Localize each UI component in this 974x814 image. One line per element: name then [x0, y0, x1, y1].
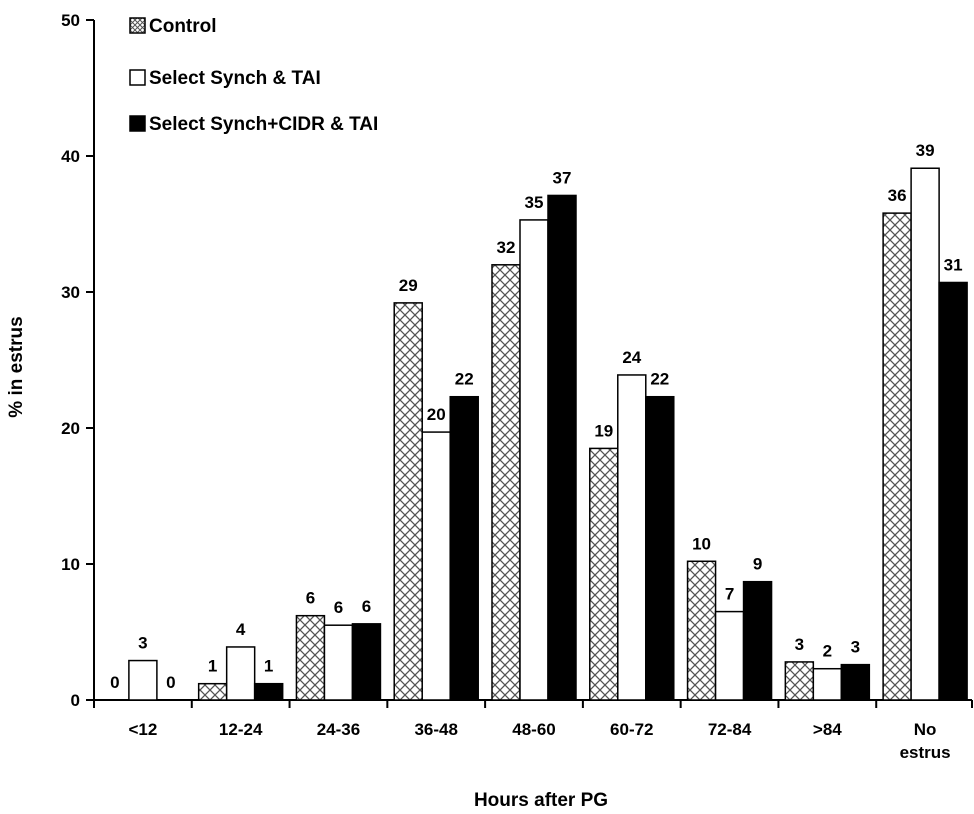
legend-swatch	[129, 115, 146, 132]
x-axis-title: Hours after PG	[474, 790, 608, 811]
legend-label: Select Synch & TAI	[149, 68, 321, 89]
data-label: 0	[110, 673, 119, 692]
data-label: 6	[334, 598, 343, 617]
bar	[491, 264, 521, 701]
data-label: 32	[497, 238, 516, 257]
data-label: 29	[399, 276, 418, 295]
data-label: 6	[362, 597, 371, 616]
bar	[323, 624, 354, 701]
bar	[295, 614, 326, 701]
bar	[351, 623, 382, 701]
data-label: 36	[888, 186, 907, 205]
bar	[547, 194, 577, 701]
bar	[882, 212, 912, 701]
x-tick-label: 12-24	[219, 720, 263, 739]
legend-swatch	[129, 17, 146, 34]
bar	[617, 374, 647, 701]
data-label: 7	[725, 585, 734, 604]
legend-item: Select Synch+CIDR & TAI	[129, 114, 378, 135]
x-tick-label: 36-48	[414, 720, 457, 739]
data-label: 37	[553, 168, 572, 187]
data-label: 1	[208, 657, 217, 676]
bar	[686, 560, 717, 701]
x-tick-label: No	[914, 720, 937, 739]
bar	[589, 447, 619, 701]
data-label: 31	[944, 255, 963, 274]
bar	[519, 219, 549, 701]
x-tick-label: <12	[128, 720, 157, 739]
x-axis: <12 12-24 24-36 36-48 48-60 60-72 72-84 >84 No es…	[93, 699, 973, 762]
bar	[449, 395, 479, 701]
y-axis: 0 10 20 30 40 50	[61, 11, 95, 710]
x-tick-label: 48-60	[512, 720, 555, 739]
x-tick-label: 60-72	[610, 720, 653, 739]
bar	[784, 661, 815, 701]
legend-label: Select Synch+CIDR & TAI	[149, 114, 378, 135]
y-tick-label: 20	[61, 419, 80, 438]
x-tick-label: 24-36	[317, 720, 360, 739]
data-label: 22	[455, 370, 474, 389]
bars	[128, 167, 968, 701]
bar	[253, 682, 284, 701]
data-label: 3	[795, 635, 804, 654]
bar	[812, 667, 843, 701]
y-axis-title: % in estrus	[6, 316, 27, 417]
y-tick-label: 50	[61, 11, 80, 30]
bar	[742, 580, 773, 701]
bar	[393, 302, 423, 701]
bar	[938, 281, 968, 701]
bar	[421, 431, 451, 701]
x-tick-label: >84	[813, 720, 842, 739]
data-label: 0	[166, 673, 175, 692]
bar	[645, 395, 675, 701]
legend-item: Control	[129, 16, 217, 37]
data-label: 3	[851, 638, 860, 657]
bar	[197, 682, 228, 701]
data-label: 1	[264, 657, 273, 676]
data-label: 22	[650, 370, 669, 389]
data-label: 3	[138, 634, 147, 653]
data-label: 9	[753, 555, 762, 574]
legend-swatch	[129, 69, 146, 86]
bar	[910, 167, 940, 701]
bar	[714, 610, 745, 701]
data-label: 24	[622, 348, 641, 367]
y-tick-label: 30	[61, 283, 80, 302]
data-label: 39	[916, 141, 935, 160]
legend: Control Select Synch & TAI Select Synch+CI…	[129, 16, 378, 135]
y-tick-label: 10	[61, 555, 80, 574]
x-tick-label: estrus	[900, 743, 951, 762]
y-tick-label: 40	[61, 147, 80, 166]
data-label: 35	[525, 193, 544, 212]
data-label: 20	[427, 405, 446, 424]
data-labels: 0 1 6 29 32 19 10 3 36 3 4 6 20 35 24 7 2 39 0 1 6 22 37 22 9 3 31	[110, 141, 962, 692]
y-tick-label: 0	[71, 691, 80, 710]
legend-item: Select Synch & TAI	[129, 68, 321, 89]
data-label: 6	[306, 589, 315, 608]
legend-label: Control	[149, 16, 217, 37]
bar	[128, 659, 158, 701]
bar	[840, 663, 871, 701]
data-label: 4	[236, 620, 246, 639]
data-label: 19	[594, 421, 613, 440]
data-label: 10	[692, 534, 711, 553]
bar	[225, 646, 256, 701]
data-label: 2	[823, 642, 832, 661]
x-tick-label: 72-84	[708, 720, 752, 739]
